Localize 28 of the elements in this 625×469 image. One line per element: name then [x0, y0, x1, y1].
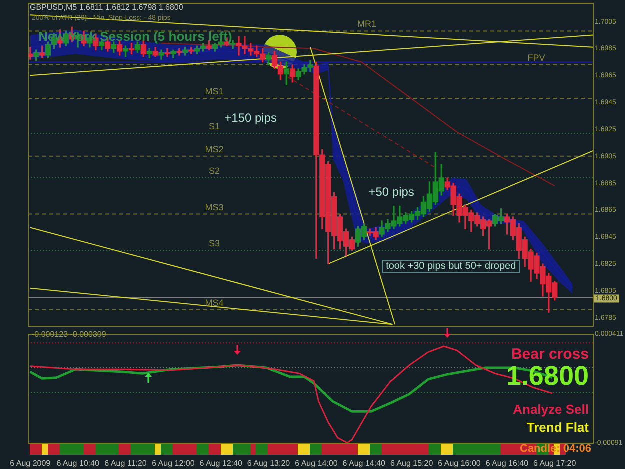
ref-line-label: MS3 — [205, 202, 224, 212]
x-tick-label: 6 Aug 11:20 — [104, 459, 148, 468]
x-tick-label: 6 Aug 14:40 — [342, 459, 386, 468]
annotation: +150 pips — [224, 111, 277, 126]
x-tick-label: 6 Aug 12:00 — [152, 459, 196, 468]
ref-line-label: MS4 — [205, 298, 224, 308]
ref-line-label: S2 — [208, 166, 220, 176]
x-tick-label: 6 Aug 2009 — [10, 459, 52, 468]
ref-line-label: MR1 — [357, 19, 377, 30]
ref-line-label: MS2 — [205, 144, 224, 154]
ref-line-label: S3 — [208, 238, 220, 249]
annotation: took +30 pips but 50+ droped — [382, 260, 520, 273]
chart-title: GBPUSD,M5 1.6811 1.6812 1.6798 1.6800 — [30, 3, 184, 12]
x-tick-label: 6 Aug 12:40 — [200, 459, 243, 468]
x-tick-label: 6 Aug 10:40 — [56, 459, 100, 468]
annotation: Bear cross — [511, 346, 589, 364]
x-tick-label: 6 Aug 13:20 — [247, 459, 291, 468]
x-tick-label: 6 Aug 15:20 — [390, 459, 434, 468]
ref-line-label: S1 — [208, 122, 220, 132]
x-tick-label: 6 Aug 16:00 — [438, 459, 482, 468]
annotation: Analyze Sell — [513, 402, 589, 418]
x-tick-label: 6 Aug 16:40 — [486, 459, 530, 468]
x-tick-label: 6 Aug 17:20 — [533, 459, 577, 468]
annotation: +50 pips — [368, 185, 414, 200]
ref-line-label: MS1 — [205, 86, 224, 97]
annotation: Trend Flat — [526, 420, 589, 436]
ref-line-label: FPV — [528, 52, 546, 63]
x-tick-label: 6 Aug 14:00 — [295, 459, 338, 468]
